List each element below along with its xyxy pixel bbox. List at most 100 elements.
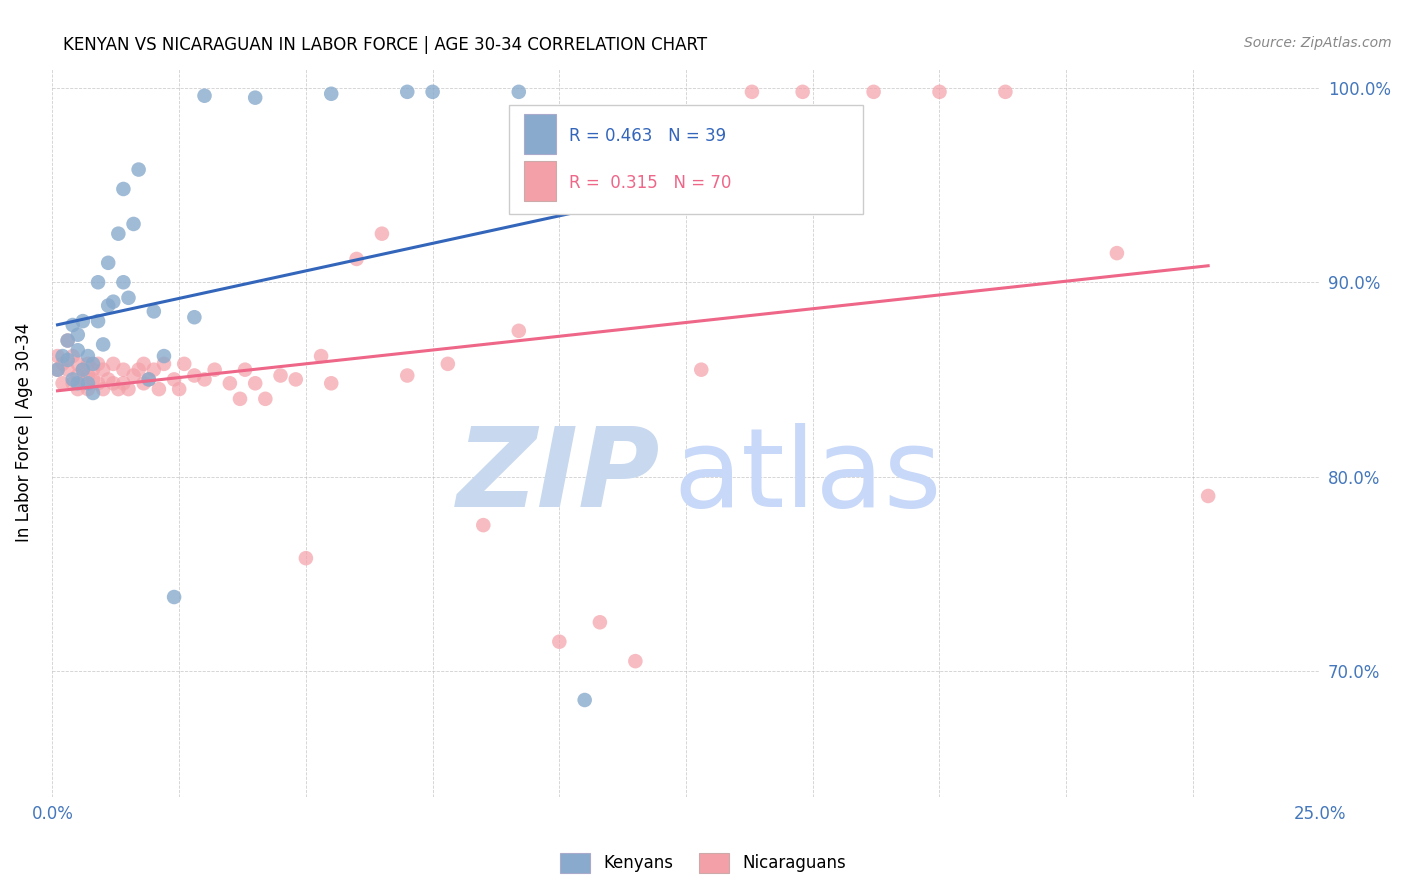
- Point: [66, 327, 89, 342]
- Point: [97, 372, 120, 386]
- Point: [508, 85, 530, 99]
- Point: [624, 654, 647, 668]
- Point: [87, 376, 110, 391]
- Point: [66, 382, 89, 396]
- Point: [46, 349, 69, 363]
- Point: [82, 362, 104, 376]
- Point: [204, 362, 226, 376]
- Point: [148, 382, 170, 396]
- Point: [82, 386, 104, 401]
- Point: [138, 372, 160, 386]
- Point: [97, 299, 120, 313]
- Point: [193, 88, 215, 103]
- Point: [122, 368, 145, 383]
- Point: [107, 382, 129, 396]
- Point: [117, 291, 139, 305]
- Text: R = 0.463   N = 39: R = 0.463 N = 39: [569, 128, 727, 145]
- Point: [138, 372, 160, 386]
- Point: [589, 615, 612, 630]
- Point: [183, 368, 205, 383]
- Point: [72, 314, 94, 328]
- Point: [56, 334, 79, 348]
- Point: [56, 362, 79, 376]
- Point: [183, 310, 205, 325]
- Point: [52, 357, 75, 371]
- Point: [142, 362, 165, 376]
- Point: [117, 382, 139, 396]
- Point: [193, 372, 215, 386]
- FancyBboxPatch shape: [509, 105, 863, 214]
- Point: [62, 349, 84, 363]
- Point: [254, 392, 277, 406]
- Point: [56, 334, 79, 348]
- Text: ZIP: ZIP: [457, 423, 661, 530]
- Point: [103, 294, 125, 309]
- Point: [128, 362, 150, 376]
- Point: [163, 590, 186, 604]
- Point: [91, 382, 114, 396]
- Point: [103, 357, 125, 371]
- Text: atlas: atlas: [673, 423, 942, 530]
- Point: [218, 376, 240, 391]
- Point: [437, 357, 460, 371]
- Point: [77, 368, 100, 383]
- Point: [112, 376, 135, 391]
- FancyBboxPatch shape: [524, 114, 555, 154]
- Point: [284, 372, 307, 386]
- Point: [122, 217, 145, 231]
- Point: [508, 324, 530, 338]
- Point: [163, 372, 186, 386]
- Point: [371, 227, 394, 241]
- Point: [56, 353, 79, 368]
- Point: [91, 362, 114, 376]
- Point: [77, 376, 100, 391]
- Point: [690, 362, 713, 376]
- Y-axis label: In Labor Force | Age 30-34: In Labor Force | Age 30-34: [15, 323, 32, 542]
- Point: [82, 357, 104, 371]
- Point: [77, 382, 100, 396]
- Point: [233, 362, 256, 376]
- Point: [422, 85, 444, 99]
- Point: [153, 349, 176, 363]
- Point: [72, 362, 94, 376]
- Point: [792, 85, 814, 99]
- Point: [132, 357, 155, 371]
- Point: [91, 337, 114, 351]
- Point: [66, 368, 89, 383]
- Point: [112, 362, 135, 376]
- Point: [62, 376, 84, 391]
- Point: [173, 357, 195, 371]
- Point: [1105, 246, 1128, 260]
- Text: KENYAN VS NICARAGUAN IN LABOR FORCE | AGE 30-34 CORRELATION CHART: KENYAN VS NICARAGUAN IN LABOR FORCE | AG…: [63, 36, 707, 54]
- Point: [229, 392, 252, 406]
- Point: [270, 368, 292, 383]
- Point: [472, 518, 495, 533]
- Point: [46, 362, 69, 376]
- Text: R =  0.315   N = 70: R = 0.315 N = 70: [569, 174, 733, 192]
- Point: [142, 304, 165, 318]
- FancyBboxPatch shape: [524, 161, 555, 201]
- Point: [741, 85, 763, 99]
- Point: [396, 368, 419, 383]
- Point: [928, 85, 950, 99]
- Point: [72, 376, 94, 391]
- Point: [862, 85, 884, 99]
- Point: [167, 382, 190, 396]
- Point: [72, 362, 94, 376]
- Point: [346, 252, 368, 266]
- Point: [87, 314, 110, 328]
- Point: [62, 372, 84, 386]
- Point: [295, 551, 318, 566]
- Point: [103, 376, 125, 391]
- Point: [107, 227, 129, 241]
- Legend: Kenyans, Nicaraguans: Kenyans, Nicaraguans: [554, 847, 852, 880]
- Point: [994, 85, 1017, 99]
- Point: [77, 357, 100, 371]
- Point: [309, 349, 332, 363]
- Point: [82, 372, 104, 386]
- Point: [112, 275, 135, 289]
- Text: Source: ZipAtlas.com: Source: ZipAtlas.com: [1244, 36, 1392, 50]
- Point: [153, 357, 176, 371]
- Point: [66, 376, 89, 391]
- Point: [396, 85, 419, 99]
